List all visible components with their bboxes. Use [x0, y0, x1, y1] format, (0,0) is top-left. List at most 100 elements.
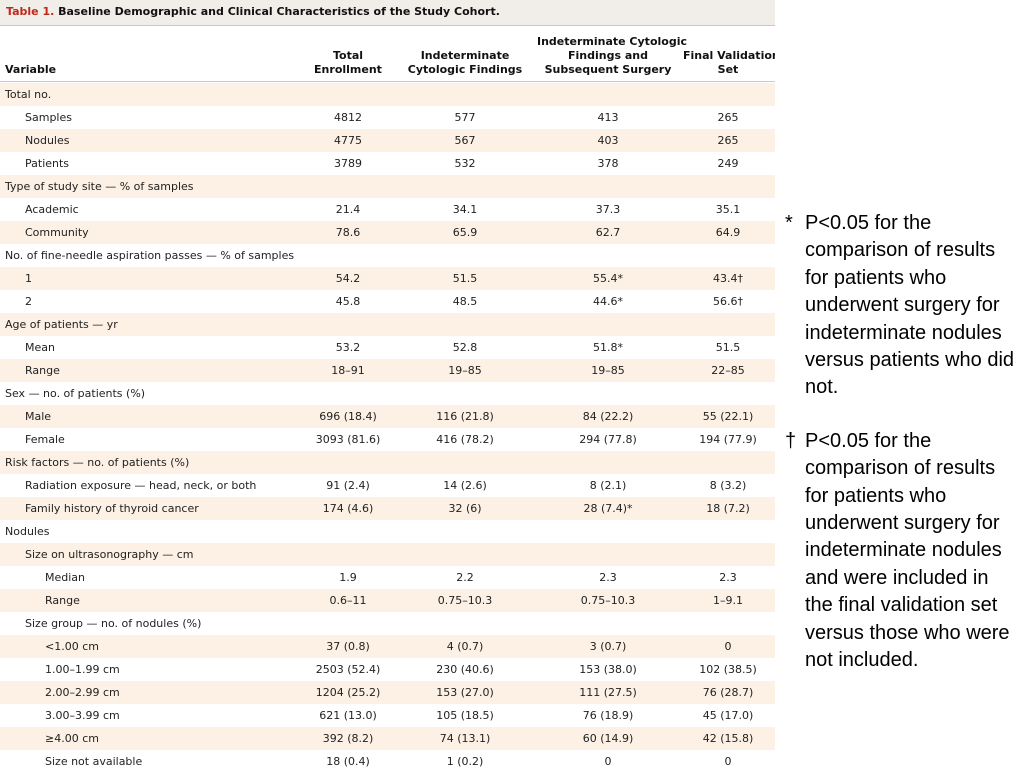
row-label: Patients	[25, 157, 70, 170]
row-value: 18–91	[331, 364, 365, 377]
table-row: Range 0.6–11 0.75–10.3 0.75–10.3 1–9.1	[0, 589, 775, 612]
row-value: 28 (7.4)*	[583, 502, 633, 515]
footnote-mark: *	[785, 212, 793, 234]
row-label: Median	[45, 571, 86, 584]
row-label: 1	[25, 272, 32, 285]
row-value: 37 (0.8)	[326, 640, 370, 653]
row-label: Size on ultrasonography — cm	[25, 548, 194, 561]
row-value: 65.9	[452, 226, 478, 239]
header-variable: Variable	[5, 63, 57, 76]
row-label: Male	[25, 410, 52, 423]
table-row: Academic 21.4 34.1 37.3 35.1	[0, 198, 775, 221]
row-value: 0.75–10.3	[580, 594, 636, 607]
row-value: 413	[597, 111, 619, 124]
header-total-enrollment: Total Enrollment	[314, 49, 382, 76]
footnote-text: P<0.05 for the comparison of results for…	[805, 429, 1010, 672]
row-value: 153 (27.0)	[436, 686, 494, 699]
row-value: 403	[597, 134, 619, 147]
table-row: Male 696 (18.4) 116 (21.8) 84 (22.2) 55 (22.…	[0, 405, 775, 428]
row-value: 2.3	[719, 571, 737, 584]
table-body: Total no. Samples 4812 577 413 265 Nodules 4775…	[0, 83, 775, 768]
footnote-mark: †	[785, 429, 797, 452]
table-row: 1 54.2 51.5 55.4* 43.4†	[0, 267, 775, 290]
row-value: 2.3	[599, 571, 617, 584]
row-label: Community	[25, 226, 89, 239]
row-value: 32 (6)	[448, 502, 482, 515]
row-value: 3789	[334, 157, 362, 170]
row-label: Total no.	[5, 88, 52, 101]
row-value: 1.9	[339, 571, 357, 584]
row-value: 56.6†	[713, 295, 743, 308]
row-value: 21.4	[335, 203, 361, 216]
table-row: Range 18–91 19–85 19–85 22–85	[0, 359, 775, 382]
table-header-row: Variable Total Enrollment Indeterminate …	[0, 28, 775, 82]
table-row: No. of fine-needle aspiration passes — %…	[0, 244, 775, 267]
table-row: 3.00–3.99 cm 621 (13.0) 105 (18.5) 76 (18.9…	[0, 704, 775, 727]
row-value: 53.2	[335, 341, 361, 354]
row-value: 76 (28.7)	[702, 686, 754, 699]
table-row: Samples 4812 577 413 265	[0, 106, 775, 129]
row-label: No. of fine-needle aspiration passes — %…	[5, 249, 295, 262]
row-value: 91 (2.4)	[326, 479, 370, 492]
row-value: 0.6–11	[329, 594, 367, 607]
footnotes: * P<0.05 for the comparison of results f…	[783, 210, 1021, 675]
row-value: 78.6	[335, 226, 361, 239]
row-value: 1204 (25.2)	[315, 686, 381, 699]
row-label: Type of study site — % of samples	[5, 180, 194, 193]
row-value: 392 (8.2)	[322, 732, 374, 745]
table-number: Table 1.	[6, 5, 55, 18]
row-label: ≥4.00 cm	[45, 732, 99, 745]
row-value: 45 (17.0)	[702, 709, 754, 722]
row-value: 3 (0.7)	[589, 640, 627, 653]
row-label: 3.00–3.99 cm	[45, 709, 120, 722]
row-value: 22–85	[711, 364, 745, 377]
table-row: 2.00–2.99 cm 1204 (25.2) 153 (27.0) 111 (27…	[0, 681, 775, 704]
row-label: Nodules	[5, 525, 50, 538]
table-row: Nodules 4775 567 403 265	[0, 129, 775, 152]
row-label: Radiation exposure — head, neck, or both	[25, 479, 257, 492]
row-label: Range	[25, 364, 60, 377]
row-value: 567	[454, 134, 476, 147]
row-value: 0	[724, 755, 732, 768]
row-value: 55 (22.1)	[702, 410, 754, 423]
row-label: Size not available	[45, 755, 143, 768]
row-label: 1.00–1.99 cm	[45, 663, 120, 676]
row-value: 1 (0.2)	[446, 755, 484, 768]
row-value: 48.5	[452, 295, 478, 308]
header-indeterminate-cytologic: Indeterminate Cytologic Findings	[407, 49, 523, 76]
row-value: 1–9.1	[713, 594, 743, 607]
row-label: Female	[25, 433, 65, 446]
row-value: 42 (15.8)	[702, 732, 754, 745]
row-value: 194 (77.9)	[699, 433, 757, 446]
table-row: Size group — no. of nodules (%)	[0, 612, 775, 635]
row-value: 64.9	[715, 226, 741, 239]
row-value: 116 (21.8)	[436, 410, 494, 423]
row-value: 416 (78.2)	[436, 433, 494, 446]
table-row: Female 3093 (81.6) 416 (78.2) 294 (77.8) 194…	[0, 428, 775, 451]
row-value: 55.4*	[593, 272, 623, 285]
table-row: Age of patients — yr	[0, 313, 775, 336]
row-value: 621 (13.0)	[319, 709, 377, 722]
row-value: 18 (7.2)	[706, 502, 750, 515]
row-value: 76 (18.9)	[582, 709, 634, 722]
row-value: 84 (22.2)	[582, 410, 634, 423]
row-value: 265	[717, 134, 739, 147]
row-label: 2	[25, 295, 32, 308]
row-value: 51.8*	[593, 341, 623, 354]
row-label: Age of patients — yr	[5, 318, 118, 331]
row-value: 18 (0.4)	[326, 755, 370, 768]
row-value: 0	[604, 755, 612, 768]
row-value: 696 (18.4)	[319, 410, 377, 423]
row-value: 43.4†	[713, 272, 743, 285]
row-value: 8 (2.1)	[589, 479, 627, 492]
row-value: 74 (13.1)	[439, 732, 491, 745]
table-row: 1.00–1.99 cm 2503 (52.4) 230 (40.6) 153 (38…	[0, 658, 775, 681]
header-final-validation: Final Validation Set	[683, 49, 775, 76]
table-row: Median 1.9 2.2 2.3 2.3	[0, 566, 775, 589]
row-value: 577	[454, 111, 476, 124]
row-value: 378	[597, 157, 619, 170]
table-row: 2 45.8 48.5 44.6* 56.6†	[0, 290, 775, 313]
table-row: Size not available 18 (0.4) 1 (0.2) 0 0	[0, 750, 775, 768]
row-value: 0	[724, 640, 732, 653]
row-label: Size group — no. of nodules (%)	[25, 617, 202, 630]
